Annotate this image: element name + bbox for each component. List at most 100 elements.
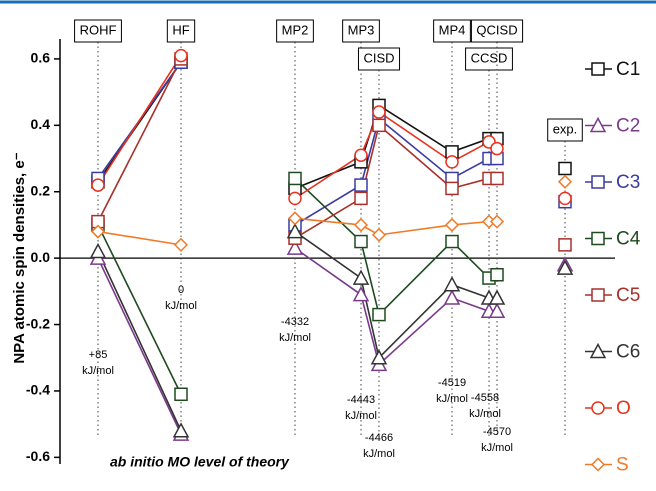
method-label: ROHF (80, 22, 117, 37)
method-box (357, 47, 401, 71)
series-line (294, 230, 497, 360)
data-point (288, 191, 302, 206)
data-point (445, 155, 459, 169)
legend-label: C5 (616, 285, 640, 306)
data-point (354, 191, 368, 206)
data-point (558, 161, 572, 176)
data-point (354, 234, 368, 249)
data-point (490, 267, 504, 282)
method-box (433, 19, 471, 43)
data-point (89, 242, 107, 259)
method-label: CCSD (471, 50, 508, 65)
data-point (354, 148, 368, 162)
method-box (470, 19, 524, 43)
legend-marker (591, 231, 605, 246)
method-box (166, 19, 196, 43)
y-axis-label: NPA atomic spin densities, e⁻ (11, 152, 28, 363)
data-point (370, 349, 388, 365)
series-line (97, 55, 182, 186)
legend-label: C3 (616, 172, 640, 193)
data-point (558, 191, 572, 206)
legend-label: C6 (616, 342, 640, 363)
method-label: QCISD (476, 22, 517, 37)
data-point (556, 259, 574, 275)
legend-label: C4 (616, 229, 641, 250)
data-point (173, 237, 189, 252)
data-point (172, 422, 190, 438)
series-line (294, 177, 498, 317)
series-line (294, 217, 497, 236)
legend-marker (589, 342, 607, 359)
data-point (444, 217, 460, 232)
data-point (286, 222, 304, 239)
legend-marker (590, 457, 606, 472)
data-point (443, 276, 461, 292)
data-point (352, 269, 370, 285)
legend-marker (591, 288, 605, 302)
method-box (276, 19, 314, 43)
energy-label: kJ/mol (279, 332, 311, 344)
data-point (489, 214, 505, 229)
method-label: CISD (363, 50, 394, 65)
x-axis-label: ab initio MO level of theory (110, 454, 290, 470)
data-point (445, 181, 459, 196)
data-point (488, 289, 506, 305)
data-point (372, 118, 386, 133)
energy-label: -4466 (365, 432, 393, 444)
data-point (558, 238, 572, 252)
series-line (294, 247, 497, 366)
energy-label: +85 (89, 349, 108, 361)
series-line (97, 230, 182, 246)
energy-label: kJ/mol (436, 393, 468, 405)
series-line (294, 117, 497, 226)
y-tick-label: -0.2 (26, 315, 50, 331)
energy-label: 0 (178, 284, 184, 296)
energy-label: kJ/mol (363, 448, 395, 460)
y-tick-label: -0.4 (26, 382, 50, 398)
energy-label: kJ/mol (82, 365, 114, 377)
energy-label: -4443 (347, 394, 375, 406)
data-point (354, 178, 368, 192)
data-point (372, 105, 386, 119)
energy-label: kJ/mol (345, 410, 377, 422)
energy-label: kJ/mol (469, 408, 501, 420)
data-point (490, 141, 504, 156)
method-label: exp. (553, 121, 578, 136)
data-point (286, 239, 304, 255)
method-label: MP3 (348, 22, 375, 37)
legend-marker (591, 401, 605, 415)
data-point (174, 48, 188, 63)
method-label: MP2 (282, 22, 309, 37)
method-box (547, 118, 583, 142)
legend-marker (591, 175, 605, 189)
energy-label: -4558 (471, 392, 499, 404)
legend-label: C2 (616, 116, 640, 137)
data-point (288, 171, 302, 186)
method-box (74, 19, 122, 43)
data-point (174, 387, 188, 402)
data-point (352, 286, 370, 302)
y-tick-label: -0.6 (26, 448, 50, 464)
data-point (91, 178, 105, 192)
y-tick-label: 0.0 (31, 249, 51, 265)
series-line (97, 58, 182, 222)
legend-marker (591, 62, 605, 76)
data-point (557, 174, 573, 189)
energy-label: -4332 (281, 316, 309, 328)
energy-label: kJ/mol (165, 300, 197, 312)
data-point (490, 171, 504, 186)
y-tick-label: 0.6 (31, 50, 51, 66)
series-line (294, 110, 498, 200)
method-box (342, 19, 380, 43)
legend-marker (589, 116, 607, 133)
energy-label: -4570 (483, 426, 511, 438)
series-line (97, 224, 182, 395)
y-tick-label: 0.4 (31, 116, 51, 132)
energy-label: kJ/mol (481, 442, 513, 454)
method-box (465, 47, 513, 71)
data-point (372, 307, 386, 322)
legend-label: O (616, 398, 631, 419)
legend-label: S (616, 455, 629, 476)
method-label: MP4 (439, 22, 466, 37)
